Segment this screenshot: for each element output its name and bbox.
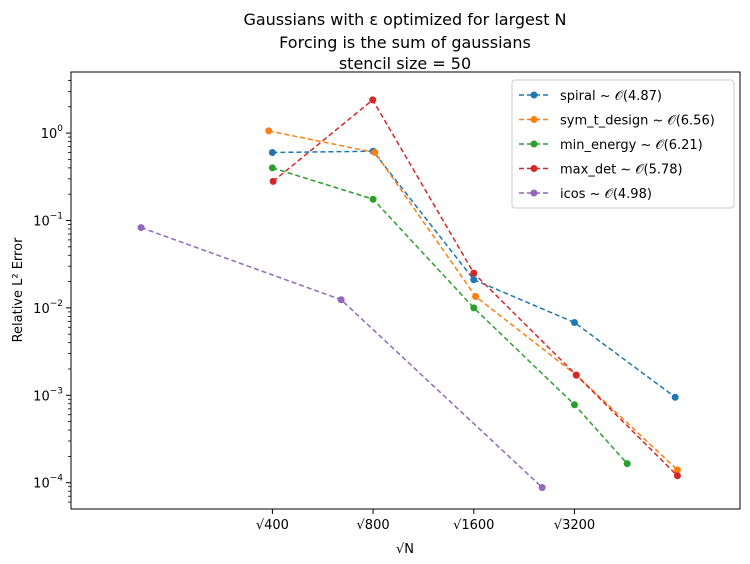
legend-marker [530, 165, 538, 172]
plot-area [70, 71, 741, 510]
x-axis-label: √N [396, 542, 414, 557]
data-point [671, 393, 679, 401]
series-2 [268, 164, 631, 468]
y-tick-label: 10−2 [33, 299, 63, 317]
data-point [268, 164, 276, 172]
y-tick-exponent: −4 [50, 474, 64, 484]
legend-marker [530, 91, 538, 99]
legend: spiral ~ 𝒪(4.87) sym_t_design ~ 𝒪(6.56) mi… [511, 79, 735, 209]
y-tick-label: 10−3 [33, 386, 63, 404]
chart-title-line-2: Forcing is the sum of gaussians [279, 33, 531, 52]
legend-label: min_energy ~ 𝒪(6.21) [560, 138, 703, 153]
data-point [673, 472, 681, 480]
legend-marker [530, 116, 538, 123]
legend-label: max_det ~ 𝒪(5.78) [560, 163, 683, 178]
y-tick-exponent: −3 [50, 386, 63, 396]
y-tick-exponent: 0 [57, 124, 63, 134]
data-point [371, 148, 379, 156]
legend-entry: icos ~ 𝒪(4.98) [519, 187, 652, 202]
legend-label: icos ~ 𝒪(4.98) [560, 187, 652, 202]
y-tick-label: 10−4 [33, 474, 63, 492]
y-tick-base: 10 [33, 214, 50, 229]
data-point [137, 224, 145, 232]
data-point [472, 292, 480, 300]
data-point [369, 96, 377, 104]
legend-label: spiral ~ 𝒪(4.87) [560, 89, 662, 104]
chart-title-line-3: stencil size = 50 [339, 54, 471, 73]
x-tick-label: √1600 [453, 518, 494, 533]
legend-entry: min_energy ~ 𝒪(6.21) [519, 138, 703, 153]
data-point [265, 127, 273, 135]
data-point [673, 466, 681, 474]
series-4 [137, 224, 546, 492]
y-tick-base: 10 [33, 389, 50, 404]
y-tick-exponent: −2 [50, 299, 63, 309]
data-point [623, 460, 631, 468]
data-point [470, 304, 478, 312]
y-axis-label: Relative L² Error [11, 237, 26, 342]
legend-label: sym_t_design ~ 𝒪(6.56) [560, 114, 715, 129]
data-point [470, 276, 478, 284]
series-line [272, 150, 676, 398]
data-point [268, 148, 276, 156]
legend-entry: sym_t_design ~ 𝒪(6.56) [519, 114, 715, 129]
y-tick-base: 10 [33, 477, 50, 492]
data-point [570, 319, 578, 327]
data-point [572, 371, 580, 379]
legend-box [511, 79, 735, 209]
chart-title-line-1: Gaussians with ε optimized for largest N [243, 10, 566, 29]
series-line [140, 226, 543, 489]
y-tick-label: 10−1 [33, 211, 63, 229]
legend-entry: spiral ~ 𝒪(4.87) [519, 89, 662, 104]
series-line [272, 167, 628, 465]
legend-marker [530, 189, 538, 197]
data-point [538, 484, 546, 492]
legend-entry: max_det ~ 𝒪(5.78) [519, 163, 683, 178]
data-point [570, 401, 578, 409]
data-point [369, 195, 377, 203]
data-point [337, 296, 345, 304]
x-tick-label: √400 [256, 518, 289, 533]
data-point [269, 177, 277, 185]
x-tick-label: √3200 [554, 518, 595, 533]
x-axis-ticks: √400 √800 √1600 √3200 [256, 509, 595, 533]
y-tick-base: 10 [41, 127, 58, 142]
x-tick-label: √800 [357, 518, 390, 533]
legend-marker [530, 140, 538, 148]
series-3 [269, 96, 681, 480]
y-tick-base: 10 [33, 302, 50, 317]
data-point [470, 269, 478, 277]
series-layer [137, 96, 681, 492]
y-tick-exponent: −1 [50, 211, 63, 221]
y-tick-label: 100 [41, 124, 64, 142]
